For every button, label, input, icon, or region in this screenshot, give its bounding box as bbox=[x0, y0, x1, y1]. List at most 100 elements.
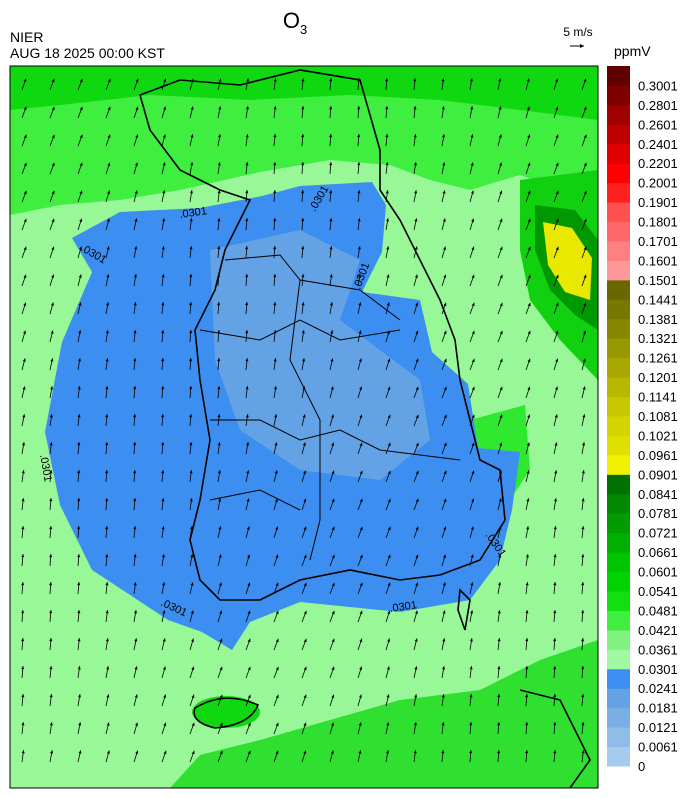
wind-arrowhead bbox=[359, 386, 363, 390]
wind-arrowhead bbox=[527, 246, 531, 251]
field-blue-inland bbox=[210, 230, 430, 480]
wind-arrowhead bbox=[527, 302, 531, 307]
wind-arrowhead bbox=[469, 750, 473, 754]
wind-arrowhead bbox=[247, 694, 251, 699]
wind-arrowhead bbox=[219, 666, 223, 671]
wind-arrowhead bbox=[553, 582, 557, 586]
wind-arrowhead bbox=[359, 498, 363, 503]
wind-arrowhead bbox=[525, 666, 529, 670]
wind-arrowhead bbox=[245, 358, 249, 362]
wind-arrowhead bbox=[50, 358, 54, 362]
wind-arrowhead bbox=[135, 722, 138, 726]
colorbar-box bbox=[607, 649, 630, 670]
wind-arrowhead bbox=[246, 470, 250, 474]
colorbar-box bbox=[607, 104, 630, 125]
wind-arrowhead bbox=[79, 246, 82, 250]
colorbar-box bbox=[607, 746, 630, 767]
wind-arrowhead bbox=[471, 330, 475, 335]
wind-arrowhead bbox=[217, 442, 221, 446]
wind-arrowhead bbox=[469, 638, 473, 642]
colorbar-label: 0.0781 bbox=[638, 506, 678, 521]
wind-arrowhead bbox=[106, 694, 110, 698]
wind-arrowhead bbox=[469, 722, 473, 726]
wind-arrowhead bbox=[443, 358, 447, 363]
wind-arrowhead bbox=[106, 218, 110, 222]
wind-arrowhead bbox=[385, 218, 389, 222]
wind-arrowhead bbox=[581, 498, 585, 502]
wind-arrowhead bbox=[162, 638, 166, 642]
wind-arrowhead bbox=[105, 498, 109, 502]
wind-arrowhead bbox=[162, 218, 166, 222]
wind-arrowhead bbox=[219, 694, 223, 699]
wind-arrowhead bbox=[189, 190, 193, 194]
wind-arrowhead bbox=[134, 694, 138, 698]
wind-arrowhead bbox=[331, 442, 335, 447]
wind-arrowhead bbox=[135, 134, 139, 139]
colorbar-box bbox=[607, 493, 630, 514]
wind-arrowhead bbox=[386, 722, 390, 726]
wind-arrowhead bbox=[415, 442, 419, 447]
wind-arrowhead bbox=[583, 218, 587, 223]
wind-arrowhead bbox=[385, 162, 389, 166]
wind-arrowhead bbox=[49, 498, 53, 502]
wind-arrowhead bbox=[387, 358, 391, 363]
wind-arrowhead bbox=[527, 414, 531, 418]
wind-arrowhead bbox=[303, 694, 307, 699]
contour-label: .0301 bbox=[179, 205, 208, 221]
wind-arrowhead bbox=[470, 190, 474, 194]
wind-arrowhead bbox=[499, 442, 503, 447]
wind-arrowhead bbox=[191, 666, 195, 671]
wind-arrowhead bbox=[79, 134, 83, 139]
wind-arrowhead bbox=[302, 442, 306, 446]
wind-arrowhead bbox=[443, 498, 447, 503]
wind-arrowhead bbox=[329, 218, 333, 222]
wind-arrowhead bbox=[275, 694, 279, 699]
wind-arrowhead bbox=[358, 750, 362, 754]
wind-arrowhead bbox=[217, 162, 221, 166]
wind-arrowhead bbox=[583, 302, 587, 307]
wind-arrowhead bbox=[49, 470, 53, 474]
colorbar-label: 0.1441 bbox=[638, 292, 678, 307]
colorbar-box bbox=[607, 66, 630, 86]
wind-arrowhead bbox=[21, 526, 25, 530]
colorbar-box bbox=[607, 163, 630, 184]
wind-arrowhead bbox=[582, 442, 586, 446]
wind-arrowhead bbox=[163, 750, 167, 755]
wind-arrowhead bbox=[441, 694, 445, 698]
wind-arrowhead bbox=[105, 358, 109, 362]
wind-arrowhead bbox=[555, 358, 559, 363]
wind-arrowhead bbox=[385, 78, 389, 82]
wind-arrowhead bbox=[331, 638, 335, 643]
wind-arrowhead bbox=[106, 722, 110, 726]
wind-arrowhead bbox=[582, 358, 586, 362]
wind-arrowhead bbox=[527, 134, 531, 139]
wind-arrowhead bbox=[77, 358, 81, 362]
wind-arrowhead bbox=[245, 302, 249, 306]
colorbar-label: 0.2001 bbox=[638, 176, 678, 191]
colorbar-label: 0.1081 bbox=[638, 409, 678, 424]
wind-arrowhead bbox=[413, 162, 417, 166]
wind-arrowhead bbox=[413, 750, 417, 754]
wind-arrowhead bbox=[583, 106, 587, 111]
wind-arrowhead bbox=[78, 302, 82, 306]
wind-arrowhead bbox=[386, 694, 390, 698]
wind-arrowhead bbox=[469, 78, 473, 82]
wind-arrowhead bbox=[217, 274, 221, 278]
wind-arrowhead bbox=[273, 358, 277, 362]
wind-arrowhead bbox=[441, 722, 445, 726]
wind-arrowhead bbox=[133, 414, 137, 418]
wind-arrowhead bbox=[441, 78, 445, 82]
wind-arrowhead bbox=[582, 414, 586, 418]
wind-arrowhead bbox=[190, 106, 194, 110]
wind-arrowhead bbox=[330, 358, 334, 362]
wind-arrowhead bbox=[23, 302, 27, 307]
colorbar-box bbox=[607, 143, 630, 164]
wind-arrowhead bbox=[554, 470, 558, 474]
colorbar-box bbox=[607, 279, 630, 300]
wind-arrowhead bbox=[471, 302, 475, 307]
wind-arrowhead bbox=[51, 78, 55, 83]
wind-arrowhead bbox=[105, 554, 109, 558]
wind-arrowhead bbox=[247, 750, 251, 755]
wind-arrowhead bbox=[189, 218, 193, 222]
colorbar-box bbox=[607, 727, 630, 748]
